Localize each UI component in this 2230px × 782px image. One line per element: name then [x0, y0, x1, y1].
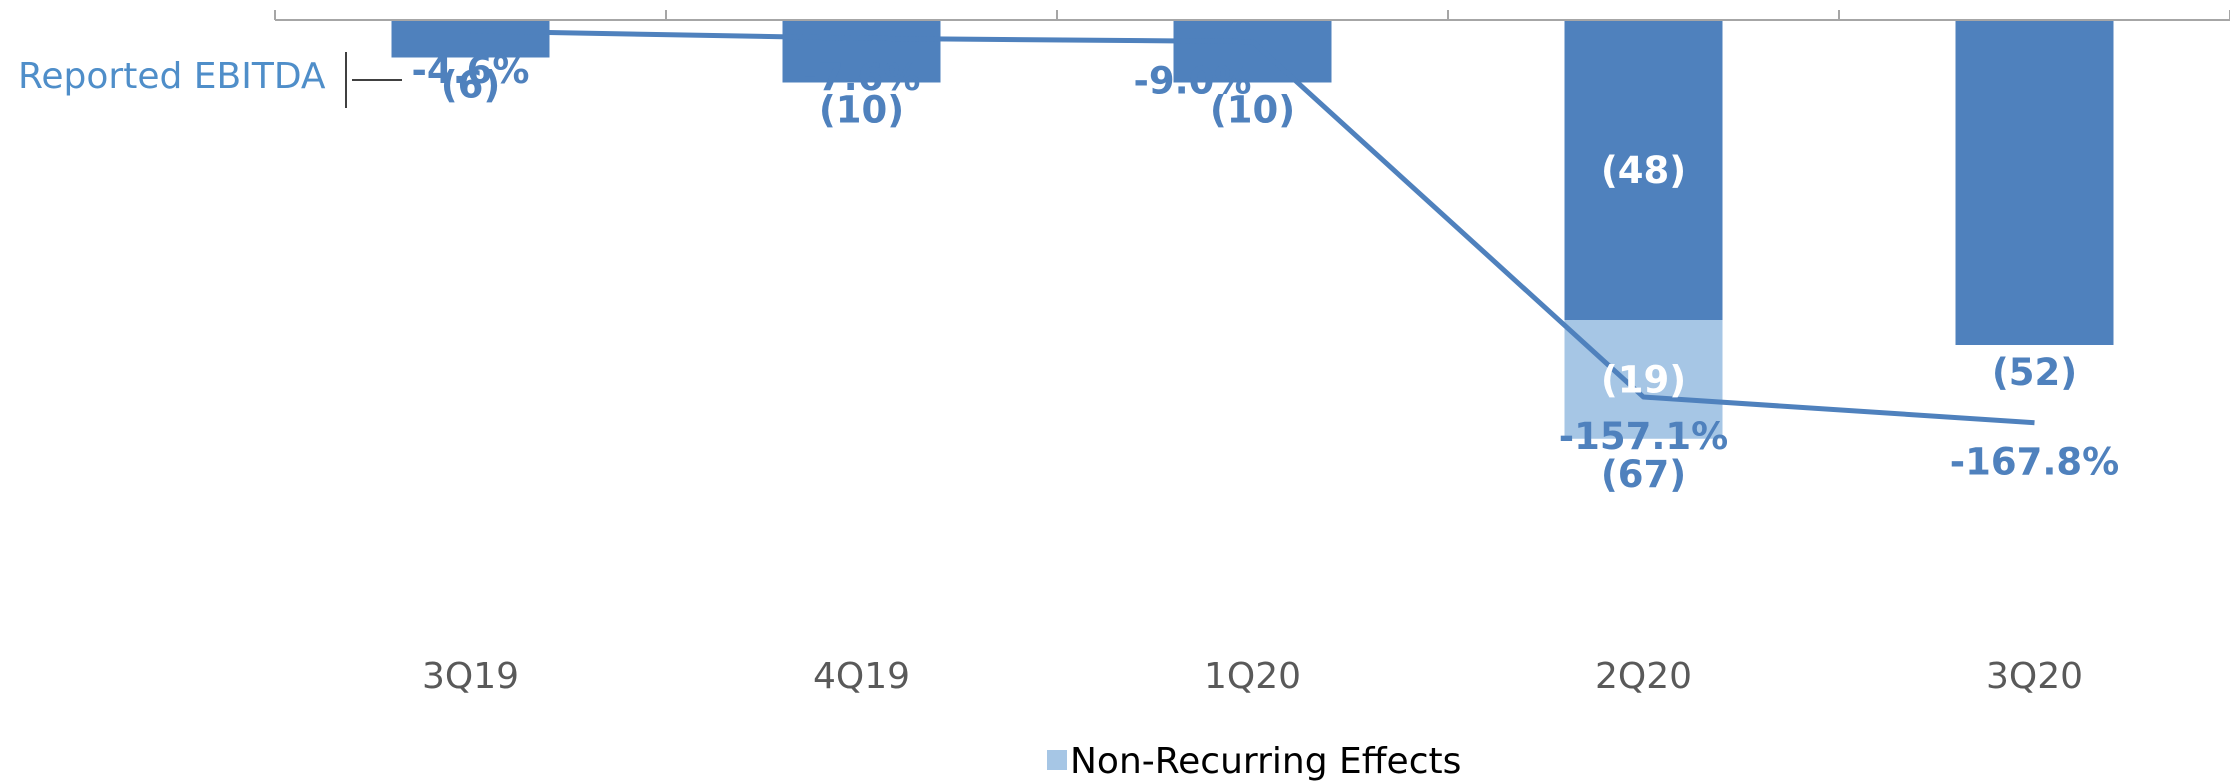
margin-label-2Q20: -157.1% [1559, 415, 1728, 458]
tick-label-2Q20: 2Q20 [1595, 656, 1692, 697]
bar-reported-ebitda-3Q19 [391, 20, 550, 58]
legend: Non-Recurring Effects [1047, 741, 1461, 782]
bar-label-1Q20: (10) [1210, 89, 1295, 132]
tick-label-3Q20: 3Q20 [1986, 656, 2083, 697]
series-callout: Reported EBITDA [18, 52, 402, 108]
bar-reported-ebitda-1Q20 [1173, 20, 1332, 83]
tick-label-1Q20: 1Q20 [1204, 656, 1301, 697]
bar-label-4Q19: (10) [819, 89, 904, 132]
category-axis: 3Q19 4Q19 1Q20 2Q20 3Q20 [274, 10, 2230, 697]
margin-label-3Q20: -167.8% [1950, 441, 2119, 484]
bar-reported-ebitda-3Q20 [1955, 20, 2114, 345]
legend-label-non-recurring: Non-Recurring Effects [1070, 741, 1461, 782]
margin-label-1Q20: -9.0% [1134, 60, 1252, 103]
bars-group [391, 20, 2114, 439]
bar-reported-ebitda-4Q19 [782, 20, 941, 83]
bar-label-3Q20: (52) [1992, 351, 2077, 394]
total-label-2Q20: (67) [1601, 453, 1686, 496]
bar-label-2Q20: (48) [1601, 149, 1686, 192]
tick-label-3Q19: 3Q19 [422, 656, 519, 697]
non-recurring-label-2Q20: (19) [1601, 358, 1686, 401]
margin-line-group [470, 28, 2035, 426]
tick-label-4Q19: 4Q19 [813, 656, 910, 697]
bar-label-3Q19: (6) [441, 64, 501, 107]
bar-non-recurring-2Q20 [1564, 320, 1723, 439]
margin-label-4Q19: -7.6% [803, 56, 921, 99]
legend-swatch-non-recurring [1047, 750, 1067, 770]
data-labels-group: (6) (10) (10) (48) (19) (67) (52) -4.6% -7.6% -9.… [412, 49, 2120, 496]
series-label-reported-ebitda: Reported EBITDA [18, 56, 326, 97]
bar-reported-ebitda-2Q20 [1564, 20, 1723, 320]
margin-label-3Q19: -4.6% [412, 49, 530, 92]
